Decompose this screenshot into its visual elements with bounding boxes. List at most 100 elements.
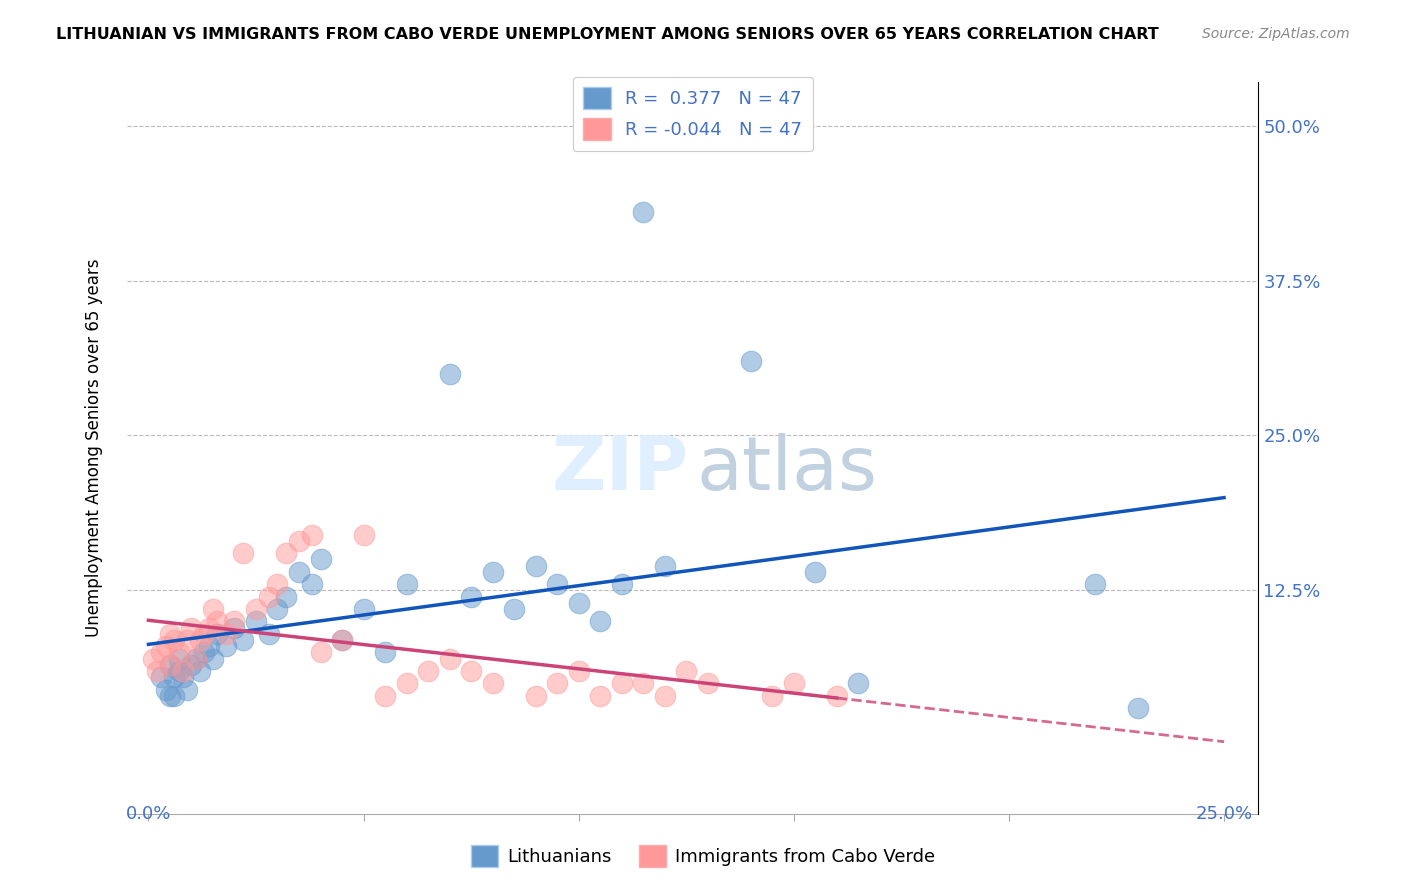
Point: [610, 577, 633, 591]
Point: [568, 664, 591, 678]
Point: [176, 633, 198, 648]
Point: [460, 590, 482, 604]
Point: [197, 621, 219, 635]
Point: [353, 602, 375, 616]
Point: [245, 615, 267, 629]
Point: [330, 633, 353, 648]
Point: [201, 651, 224, 665]
Point: [159, 657, 181, 672]
Point: [654, 558, 676, 573]
Point: [761, 689, 783, 703]
Point: [439, 651, 461, 665]
Point: [481, 676, 503, 690]
Point: [167, 645, 190, 659]
Point: [1084, 577, 1107, 591]
Point: [546, 676, 568, 690]
Point: [184, 651, 207, 665]
Point: [439, 367, 461, 381]
Point: [1126, 701, 1149, 715]
Point: [589, 689, 612, 703]
Point: [654, 689, 676, 703]
Point: [546, 577, 568, 591]
Point: [353, 527, 375, 541]
Point: [740, 354, 762, 368]
Point: [257, 590, 280, 604]
Point: [460, 664, 482, 678]
Point: [188, 633, 211, 648]
Point: [568, 596, 591, 610]
Point: [150, 645, 173, 659]
Point: [159, 657, 181, 672]
Text: 0.0%: 0.0%: [125, 805, 172, 823]
Point: [524, 558, 547, 573]
Text: atlas: atlas: [696, 434, 877, 507]
Point: [503, 602, 526, 616]
Point: [167, 664, 190, 678]
Point: [266, 577, 288, 591]
Point: [288, 533, 311, 548]
Point: [846, 676, 869, 690]
Text: Source: ZipAtlas.com: Source: ZipAtlas.com: [1202, 27, 1350, 41]
Point: [675, 664, 697, 678]
Point: [201, 602, 224, 616]
Point: [274, 546, 297, 560]
Point: [804, 565, 827, 579]
Point: [266, 602, 288, 616]
Point: [207, 615, 229, 629]
Point: [416, 664, 439, 678]
Point: [374, 645, 396, 659]
Text: ZIP: ZIP: [553, 434, 689, 507]
Legend: R =  0.377   N = 47, R = -0.044   N = 47: R = 0.377 N = 47, R = -0.044 N = 47: [572, 77, 813, 152]
Point: [146, 664, 169, 678]
Point: [589, 615, 612, 629]
Point: [207, 627, 229, 641]
Point: [193, 645, 215, 659]
Point: [631, 205, 654, 219]
Point: [257, 627, 280, 641]
Point: [330, 633, 353, 648]
Point: [163, 633, 186, 648]
Point: [163, 670, 186, 684]
Point: [301, 527, 323, 541]
Point: [142, 651, 165, 665]
Point: [696, 676, 718, 690]
Text: LITHUANIAN VS IMMIGRANTS FROM CABO VERDE UNEMPLOYMENT AMONG SENIORS OVER 65 YEAR: LITHUANIAN VS IMMIGRANTS FROM CABO VERDE…: [56, 27, 1159, 42]
Point: [825, 689, 848, 703]
Point: [395, 577, 418, 591]
Point: [224, 621, 246, 635]
Y-axis label: Unemployment Among Seniors over 65 years: Unemployment Among Seniors over 65 years: [86, 259, 103, 637]
Point: [631, 676, 654, 690]
Point: [180, 657, 202, 672]
Point: [309, 645, 332, 659]
Point: [176, 682, 198, 697]
Point: [215, 627, 238, 641]
Point: [481, 565, 503, 579]
Point: [197, 640, 219, 654]
Point: [167, 651, 190, 665]
Point: [301, 577, 323, 591]
Legend: Lithuanians, Immigrants from Cabo Verde: Lithuanians, Immigrants from Cabo Verde: [464, 838, 942, 874]
Point: [193, 627, 215, 641]
Point: [180, 621, 202, 635]
Point: [155, 682, 177, 697]
Point: [163, 689, 186, 703]
Point: [395, 676, 418, 690]
Point: [524, 689, 547, 703]
Point: [232, 633, 254, 648]
Point: [274, 590, 297, 604]
Point: [172, 670, 194, 684]
Point: [783, 676, 806, 690]
Point: [155, 640, 177, 654]
Point: [288, 565, 311, 579]
Point: [309, 552, 332, 566]
Point: [245, 602, 267, 616]
Text: 25.0%: 25.0%: [1195, 805, 1253, 823]
Point: [159, 689, 181, 703]
Point: [150, 670, 173, 684]
Point: [172, 664, 194, 678]
Point: [184, 651, 207, 665]
Point: [224, 615, 246, 629]
Point: [159, 627, 181, 641]
Point: [232, 546, 254, 560]
Point: [610, 676, 633, 690]
